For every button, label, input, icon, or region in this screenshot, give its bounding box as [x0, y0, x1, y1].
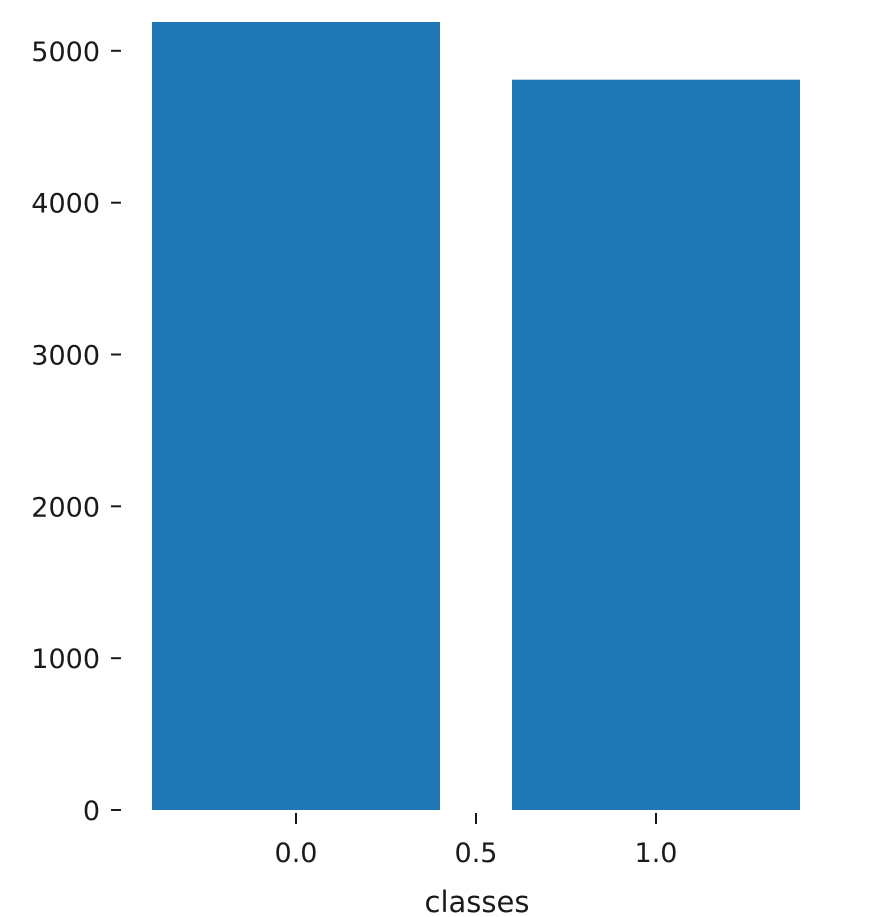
y-tick-label-2: 2000	[31, 492, 100, 523]
bar-1	[512, 80, 800, 810]
y-tick-label-1: 1000	[31, 644, 100, 675]
bar-0	[152, 22, 440, 810]
x-tick-label-2: 1.0	[635, 838, 678, 869]
y-tick-label-3: 3000	[31, 341, 100, 372]
x-axis-label: classes	[425, 885, 530, 917]
x-tick-label-1: 0.5	[455, 838, 498, 869]
x-tick-label-0: 0.0	[275, 838, 318, 869]
bars-group	[152, 22, 800, 810]
y-axis: 0 1000 2000 3000 4000 5000	[31, 37, 121, 827]
y-tick-label-5: 5000	[31, 37, 100, 68]
y-tick-label-0: 0	[83, 796, 100, 827]
x-axis: 0.0 0.5 1.0	[275, 813, 678, 869]
y-tick-label-4: 4000	[31, 189, 100, 220]
